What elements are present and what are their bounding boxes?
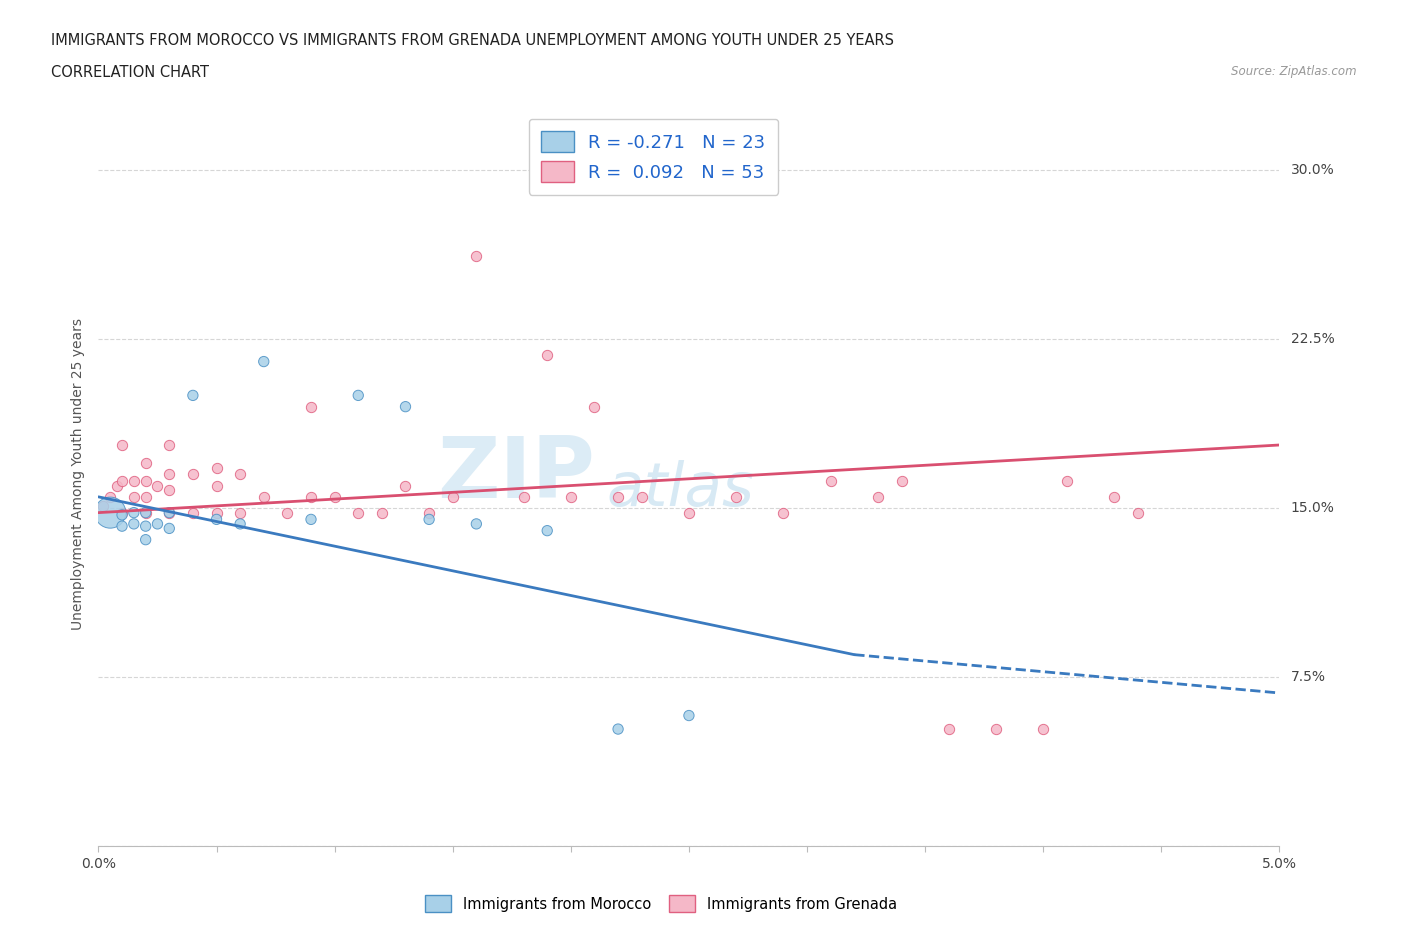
Point <box>347 505 370 520</box>
Point <box>607 722 630 737</box>
Point <box>418 505 440 520</box>
Point <box>1102 489 1125 504</box>
Point <box>418 512 440 526</box>
Point <box>157 521 180 536</box>
Point <box>135 505 157 520</box>
Point <box>157 505 180 520</box>
Point <box>394 399 416 414</box>
Point <box>111 519 134 534</box>
Point <box>122 516 145 531</box>
Text: Source: ZipAtlas.com: Source: ZipAtlas.com <box>1232 65 1357 78</box>
Point <box>678 708 700 723</box>
Point <box>111 508 134 523</box>
Text: atlas: atlas <box>606 459 754 519</box>
Point <box>441 489 464 504</box>
Text: 22.5%: 22.5% <box>1291 332 1334 346</box>
Point <box>536 524 558 538</box>
Text: IMMIGRANTS FROM MOROCCO VS IMMIGRANTS FROM GRENADA UNEMPLOYMENT AMONG YOUTH UNDE: IMMIGRANTS FROM MOROCCO VS IMMIGRANTS FR… <box>51 33 894 47</box>
Point <box>98 489 121 504</box>
Point <box>299 489 322 504</box>
Point <box>135 473 157 488</box>
Point <box>105 478 128 493</box>
Point <box>229 467 252 482</box>
Text: 15.0%: 15.0% <box>1291 501 1334 515</box>
Point <box>630 489 652 504</box>
Point <box>1126 505 1149 520</box>
Text: ZIP: ZIP <box>437 432 595 516</box>
Point <box>253 489 276 504</box>
Point <box>146 516 169 531</box>
Point <box>181 467 204 482</box>
Point <box>111 505 134 520</box>
Point <box>157 483 180 498</box>
Point <box>181 388 204 403</box>
Point <box>938 722 960 737</box>
Point <box>229 516 252 531</box>
Point <box>276 505 298 520</box>
Point <box>1032 722 1054 737</box>
Point <box>678 505 700 520</box>
Point <box>1056 473 1078 488</box>
Point <box>465 516 488 531</box>
Point <box>157 437 180 452</box>
Point <box>229 505 252 520</box>
Text: 7.5%: 7.5% <box>1291 671 1326 684</box>
Point <box>725 489 748 504</box>
Point <box>122 473 145 488</box>
Point <box>135 456 157 471</box>
Point <box>205 460 228 475</box>
Point <box>984 722 1007 737</box>
Point <box>205 512 228 526</box>
Point <box>135 489 157 504</box>
Point <box>253 354 276 369</box>
Text: CORRELATION CHART: CORRELATION CHART <box>51 65 208 80</box>
Point <box>205 505 228 520</box>
Point <box>512 489 534 504</box>
Point <box>536 348 558 363</box>
Point <box>890 473 912 488</box>
Point <box>299 512 322 526</box>
Point <box>820 473 842 488</box>
Point <box>394 478 416 493</box>
Point <box>181 505 204 520</box>
Point <box>371 505 394 520</box>
Point <box>465 248 488 263</box>
Point <box>135 505 157 520</box>
Point <box>135 532 157 547</box>
Point <box>135 519 157 534</box>
Point <box>323 489 346 504</box>
Point <box>122 489 145 504</box>
Point <box>347 388 370 403</box>
Text: 30.0%: 30.0% <box>1291 163 1334 177</box>
Point <box>157 467 180 482</box>
Y-axis label: Unemployment Among Youth under 25 years: Unemployment Among Youth under 25 years <box>70 318 84 631</box>
Point <box>157 505 180 520</box>
Point <box>91 498 114 513</box>
Point <box>122 505 145 520</box>
Legend: Immigrants from Morocco, Immigrants from Grenada: Immigrants from Morocco, Immigrants from… <box>419 890 903 918</box>
Point <box>866 489 889 504</box>
Point <box>111 437 134 452</box>
Legend: R = -0.271   N = 23, R =  0.092   N = 53: R = -0.271 N = 23, R = 0.092 N = 53 <box>529 119 778 194</box>
Point <box>772 505 794 520</box>
Point <box>205 478 228 493</box>
Point <box>98 505 121 520</box>
Point <box>299 399 322 414</box>
Point <box>583 399 606 414</box>
Point <box>607 489 630 504</box>
Point <box>146 478 169 493</box>
Point <box>111 473 134 488</box>
Point <box>560 489 582 504</box>
